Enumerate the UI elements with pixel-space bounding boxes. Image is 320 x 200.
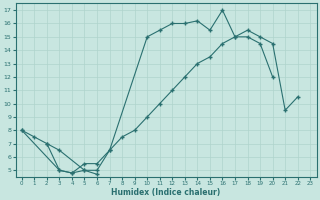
- X-axis label: Humidex (Indice chaleur): Humidex (Indice chaleur): [111, 188, 221, 197]
